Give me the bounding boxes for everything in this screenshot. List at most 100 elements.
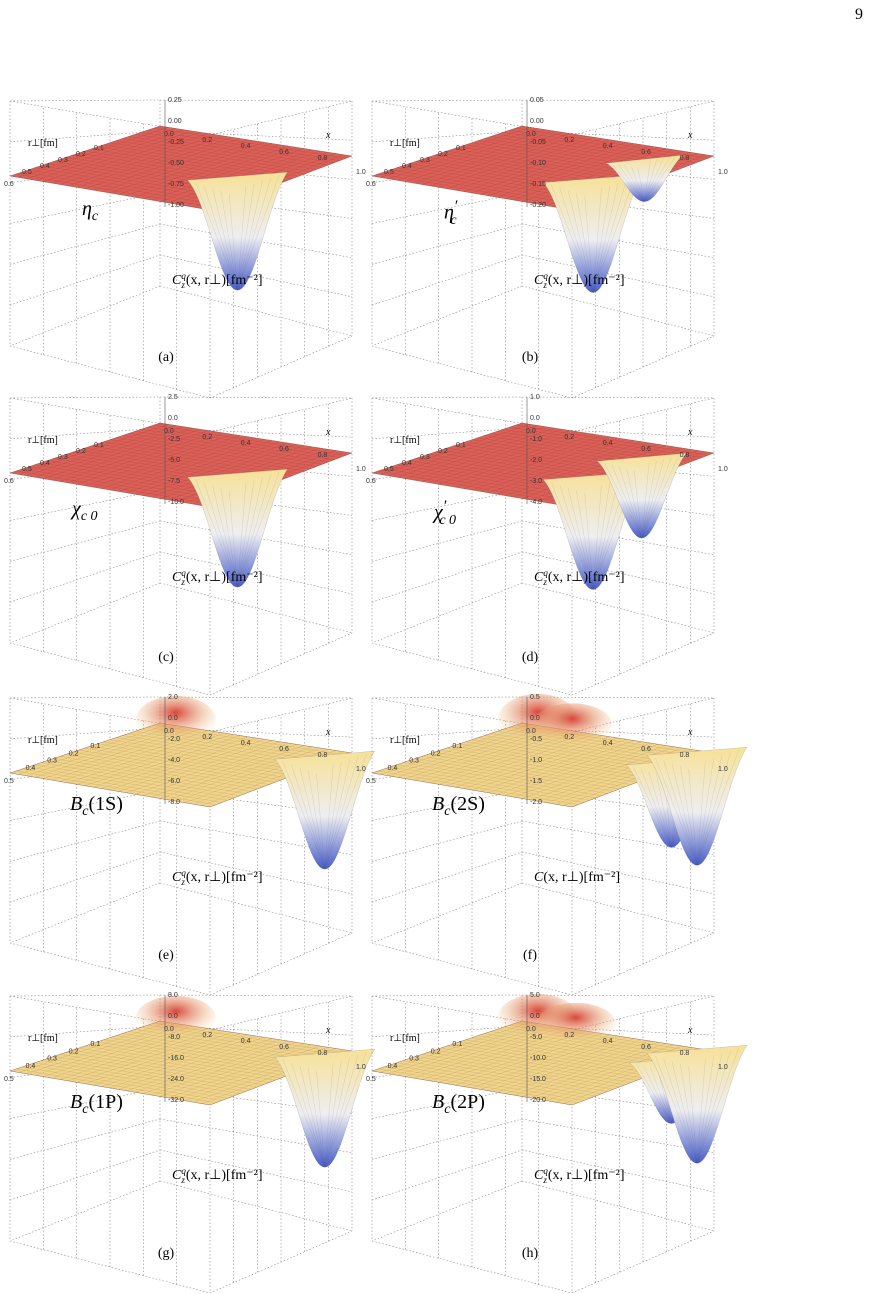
x-tick-label: 0.4 — [241, 1038, 251, 1045]
particle-symbol: η — [444, 201, 454, 224]
x-tick-label: 1.0 — [356, 766, 366, 773]
z-tick-label: 5.0 — [530, 992, 540, 999]
x-tick-label: 0.0 — [164, 131, 174, 138]
r-tick-label: 0.2 — [438, 151, 448, 158]
r-axis-label: r⊥[fm] — [390, 1033, 420, 1044]
surface-plot: 0.6 0.5 0.4 0.3 0.2 0.1 0.0 0.2 0.4 0.6 0.8 1.0 0.05… — [366, 97, 728, 399]
z-tick-label: -2.0 — [168, 736, 180, 743]
surface-well — [646, 1045, 748, 1164]
r-tick-label: 0.2 — [69, 1048, 79, 1055]
z-tick-label: 0.0 — [530, 415, 540, 422]
x-tick-label: 0.8 — [680, 1050, 690, 1057]
surface-peak — [135, 695, 216, 744]
z-tick-label: -4.0 — [168, 757, 180, 764]
surface-plot: 0.50.40.30.20.10.00.20.40.60.81.02.00.0-… — [4, 694, 376, 996]
surface-mesh — [16, 424, 347, 506]
figure-caption: (e) — [158, 948, 174, 963]
z-tick-label: 0.25 — [168, 97, 182, 104]
x-axis-label: x — [687, 1025, 693, 1036]
r-axis-label: r⊥[fm] — [28, 1033, 58, 1044]
z-tick-label: -0.5 — [530, 736, 542, 743]
x-tick-label: 0.6 — [279, 149, 289, 156]
figure-panel-d: 0.6 0.5 0.4 0.3 0.2 0.1 0.0 0.2 0.4 0.6 0.8 1.0 1.0 0… — [362, 385, 728, 696]
particle-state: (1P) — [88, 1091, 123, 1113]
particle-label: Bc(1S) — [70, 793, 123, 820]
x-axis-label: x — [325, 130, 331, 141]
r-tick-label: 0.1 — [456, 145, 466, 152]
z-tick-label: -1.5 — [530, 778, 542, 785]
x-tick-label: 0.2 — [564, 734, 574, 741]
z-axis-label: C(x, r⊥)[fm⁻²] — [534, 870, 620, 885]
r-tick-label: 0.1 — [452, 743, 462, 750]
x-tick-label: 0.6 — [279, 446, 289, 453]
surface-plot: 0.50.40.30.20.10.00.20.40.60.81.05.00.0-… — [366, 992, 748, 1294]
r-tick-label: 0.5 — [4, 1076, 14, 1083]
x-tick-label: 0.4 — [603, 440, 613, 447]
z-tick-label: 0.00 — [168, 118, 182, 125]
r-tick-label: 0.3 — [47, 758, 57, 765]
x-tick-label: 0.4 — [241, 143, 251, 150]
particle-subscript: c 0 — [80, 509, 98, 524]
x-tick-label: 0.2 — [202, 434, 212, 441]
r-tick-label: 0.4 — [40, 460, 50, 467]
z-tick-label: -0.25 — [168, 139, 184, 146]
x-axis-label: x — [687, 427, 693, 438]
x-tick-label: 0.4 — [603, 1038, 613, 1045]
surface-well — [596, 452, 687, 539]
z-tick-label: 0.0 — [168, 1013, 178, 1020]
x-tick-label: 1.0 — [718, 466, 728, 473]
x-tick-label: 0.6 — [641, 149, 651, 156]
particle-label: η′c — [444, 198, 457, 229]
x-tick-label: 0.2 — [202, 137, 212, 144]
surface-plot: 0.6 0.5 0.4 0.3 0.2 0.1 0.0 0.2 0.4 0.6 0.8 1.0 2.5 0… — [4, 394, 366, 696]
figure-caption: (c) — [158, 650, 174, 665]
r-tick-label: 0.1 — [456, 442, 466, 449]
x-tick-label: 0.0 — [164, 728, 174, 735]
particle-state: (1S) — [88, 793, 123, 815]
particle-prime: ′ — [442, 498, 447, 515]
x-tick-label: 0.6 — [279, 1044, 289, 1051]
z-tick-label: -8.0 — [168, 799, 180, 806]
x-tick-label: 0.2 — [564, 434, 574, 441]
r-tick-label: 0.5 — [22, 169, 32, 176]
figure-caption: (d) — [521, 650, 539, 665]
surface-mesh — [16, 1022, 347, 1104]
z-tick-label: -4.0 — [530, 499, 542, 506]
z-tick-label: -16.0 — [168, 1055, 184, 1062]
r-axis-label: r⊥[fm] — [28, 138, 58, 149]
x-tick-label: 0.2 — [564, 137, 574, 144]
particle-label: χ′c 0 — [434, 498, 456, 529]
figure-panel-a: 0.6 0.5 0.4 0.3 0.2 0.1 0.0 0.2 0.4 0.6 0.8 1.0 0.25… — [0, 88, 366, 399]
r-tick-label: 0.3 — [420, 454, 430, 461]
surface-peak — [532, 703, 613, 748]
figure-panel-g: 0.5 0.4 0.3 0.2 0.1 0.0 0.2 0.4 0.6 0.8 1.0 8.0 0.0-… — [0, 983, 376, 1294]
z-tick-label: -0.75 — [168, 181, 184, 188]
surface-plane — [9, 422, 353, 508]
r-tick-label: 0.6 — [366, 181, 376, 188]
figure-panel-c: 0.6 0.5 0.4 0.3 0.2 0.1 0.0 0.2 0.4 0.6 0.8 1.0 2.5 0… — [0, 385, 366, 696]
r-tick-label: 0.4 — [402, 460, 412, 467]
x-axis-label: x — [687, 727, 693, 738]
r-axis-label: r⊥[fm] — [390, 138, 420, 149]
x-tick-label: 0.8 — [318, 452, 328, 459]
x-tick-label: 0.0 — [526, 131, 536, 138]
r-axis-label: r⊥[fm] — [390, 435, 420, 446]
z-tick-label: -0.50 — [168, 160, 184, 167]
z-tick-label: 2.5 — [168, 394, 178, 401]
figure-panel-f: 0.5 0.4 0.3 0.2 0.1 0.0 0.2 0.4 0.6 0.8 1.0 0.5 0.0-… — [362, 685, 748, 996]
r-tick-label: 0.1 — [94, 145, 104, 152]
z-tick-label: -2.0 — [530, 457, 542, 464]
surface-plot: 0.6 0.5 0.4 0.3 0.2 0.1 0.0 0.2 0.4 0.6 0.8 1.0 0.25… — [4, 97, 366, 399]
particle-symbol: χ — [434, 501, 443, 524]
r-tick-label: 0.4 — [26, 765, 36, 772]
r-tick-label: 0.2 — [431, 1048, 441, 1055]
surface-well — [187, 468, 288, 588]
x-tick-label: 0.6 — [641, 1044, 651, 1051]
x-tick-label: 0.8 — [318, 752, 328, 759]
figure-caption: (g) — [157, 1246, 175, 1261]
surface-well — [542, 174, 644, 293]
r-tick-label: 0.3 — [58, 157, 68, 164]
